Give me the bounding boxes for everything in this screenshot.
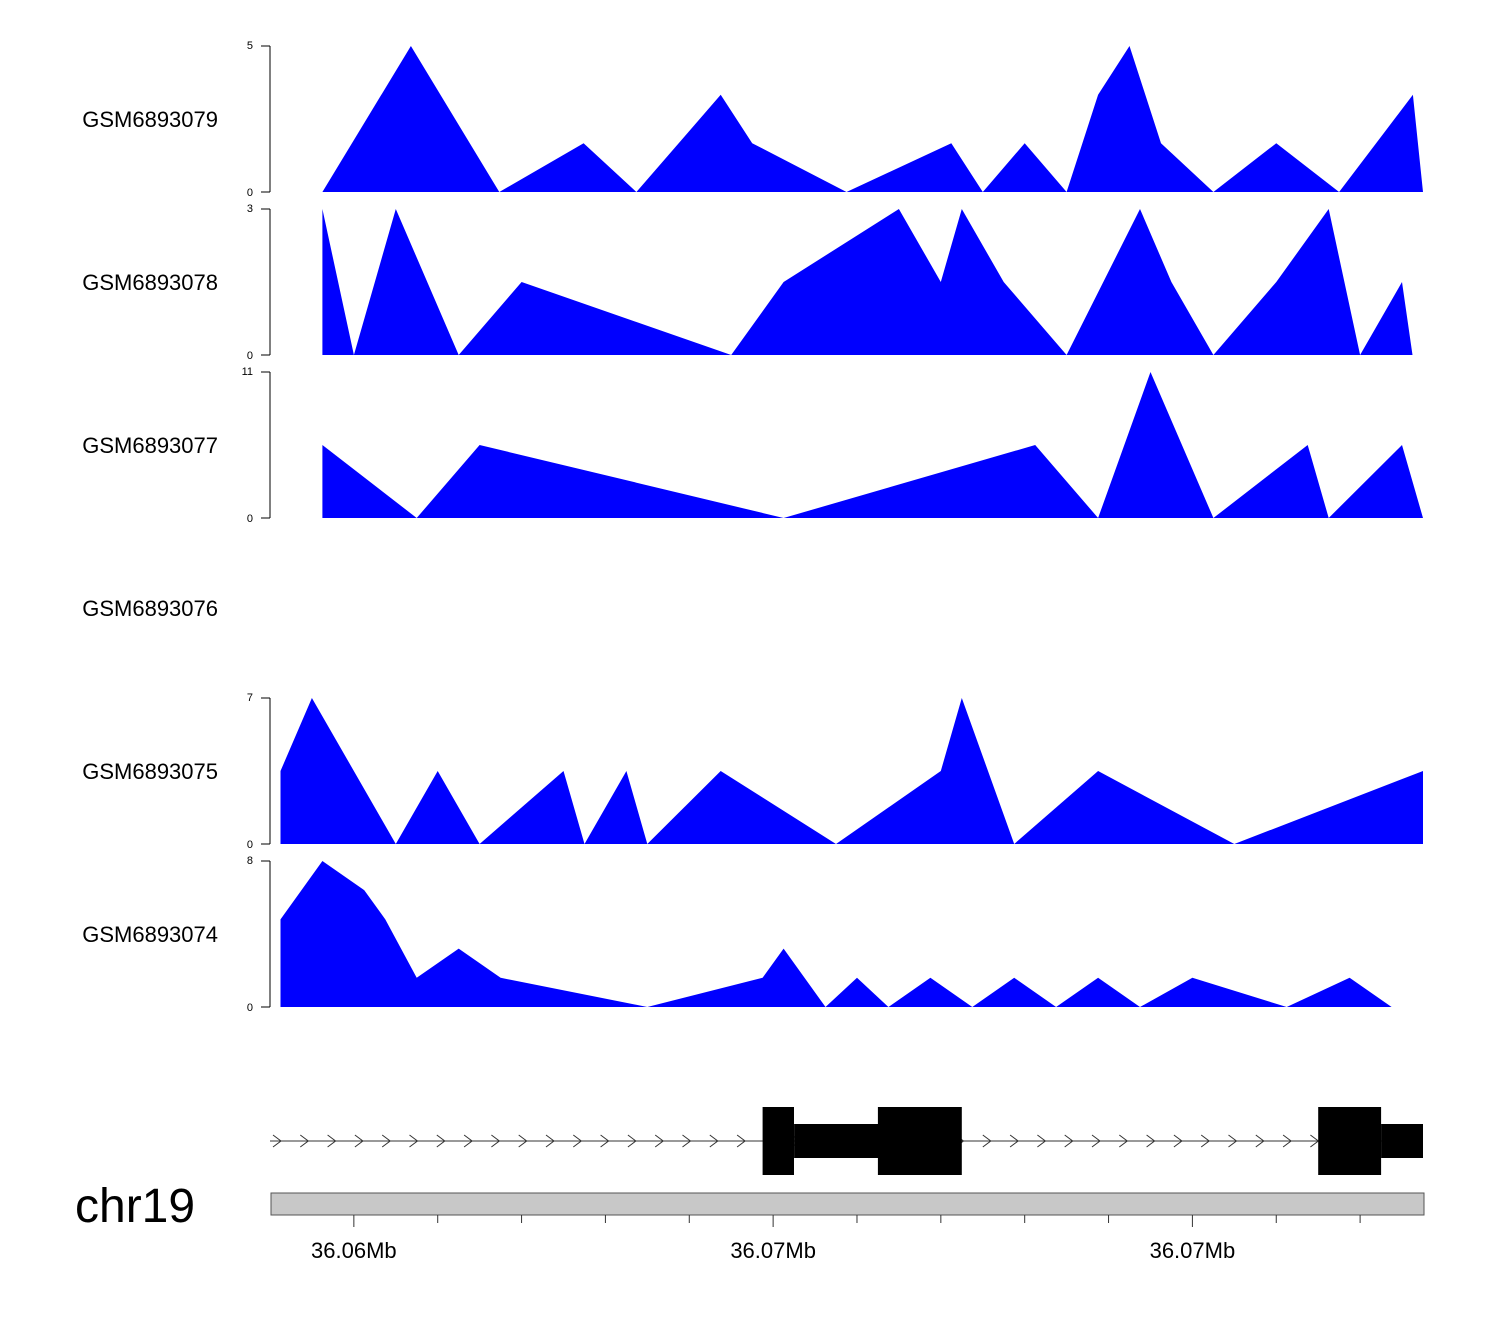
strand-arrow	[491, 1134, 501, 1148]
strand-arrow	[627, 1134, 637, 1148]
coverage-tracks: GSM689307950GSM689307830GSM6893077110GSM…	[82, 40, 1423, 1014]
track-GSM6893079: GSM6893079 5 0	[82, 40, 1423, 199]
track-label: GSM6893074	[82, 922, 218, 947]
strand-arrow	[1009, 1134, 1019, 1148]
strand-arrow	[1173, 1134, 1183, 1148]
track-GSM6893077: GSM6893077 11 0	[82, 366, 1423, 525]
track-label: GSM6893075	[82, 759, 218, 784]
track-GSM6893074: GSM6893074 8 0	[82, 855, 1392, 1014]
exon-cds	[794, 1124, 878, 1158]
strand-arrow	[409, 1134, 419, 1148]
strand-arrow	[682, 1134, 692, 1148]
strand-arrow	[709, 1134, 719, 1148]
strand-arrow	[518, 1134, 528, 1148]
exon-utr	[877, 1107, 962, 1175]
chromosome-label: chr19	[75, 1180, 195, 1233]
y-tick-zero-label: 0	[247, 839, 253, 851]
strand-arrow	[654, 1134, 665, 1148]
coverage-area	[301, 209, 1413, 355]
position-label: 36.07Mb	[1150, 1238, 1236, 1263]
genomic-axis: chr19 36.06Mb 36.07Mb 36.07Mb	[75, 1180, 1425, 1263]
track-label: GSM6893079	[82, 107, 218, 132]
track-GSM6893078: GSM6893078 3 0	[82, 203, 1413, 362]
coverage-area	[280, 861, 1392, 1007]
position-label: 36.06Mb	[311, 1238, 397, 1263]
y-tick-zero-label: 0	[247, 187, 253, 199]
strand-arrow	[272, 1134, 282, 1148]
strand-arrow	[1200, 1134, 1211, 1148]
strand-arrow	[573, 1134, 583, 1148]
exon-cds	[1381, 1124, 1423, 1158]
track-label: GSM6893077	[82, 433, 218, 458]
coverage-area	[322, 372, 1423, 518]
coverage-area	[280, 698, 1423, 844]
chromosome-ideogram	[270, 1192, 1425, 1216]
strand-arrow	[1119, 1134, 1129, 1148]
track-label: GSM6893078	[82, 270, 218, 295]
track-GSM6893076: GSM6893076	[82, 596, 218, 621]
strand-arrow	[1064, 1134, 1074, 1148]
strand-arrow	[327, 1134, 337, 1148]
strand-arrow	[1228, 1134, 1238, 1148]
coverage-area	[322, 46, 1423, 192]
strand-arrow	[463, 1134, 473, 1148]
strand-arrow	[736, 1134, 746, 1148]
strand-arrow	[1255, 1134, 1265, 1148]
track-GSM6893075: GSM6893075 7 0	[82, 692, 1423, 851]
y-tick-zero-label: 0	[247, 513, 253, 525]
y-tick-zero-label: 0	[247, 350, 253, 362]
y-tick-max-label: 8	[247, 855, 253, 867]
position-label: 36.07Mb	[730, 1238, 816, 1263]
strand-arrow	[982, 1134, 992, 1148]
track-label: GSM6893076	[82, 596, 218, 621]
y-tick-max-label: 11	[242, 366, 253, 378]
gene-model	[270, 1107, 1423, 1175]
exon-utr	[1318, 1107, 1382, 1175]
strand-arrow	[1037, 1134, 1047, 1148]
strand-arrow	[1282, 1134, 1292, 1148]
y-tick-max-label: 5	[247, 40, 253, 52]
strand-arrow	[381, 1134, 392, 1148]
strand-arrow	[436, 1134, 446, 1148]
y-tick-max-label: 3	[247, 203, 253, 215]
exon-utr	[762, 1107, 794, 1175]
y-tick-zero-label: 0	[247, 1002, 253, 1014]
y-tick-max-label: 7	[247, 692, 253, 704]
strand-arrow	[354, 1134, 364, 1148]
strand-arrow	[600, 1134, 610, 1148]
strand-arrow	[1091, 1134, 1101, 1148]
strand-arrow	[545, 1134, 555, 1148]
strand-arrow	[1146, 1134, 1156, 1148]
strand-arrow	[300, 1134, 310, 1148]
